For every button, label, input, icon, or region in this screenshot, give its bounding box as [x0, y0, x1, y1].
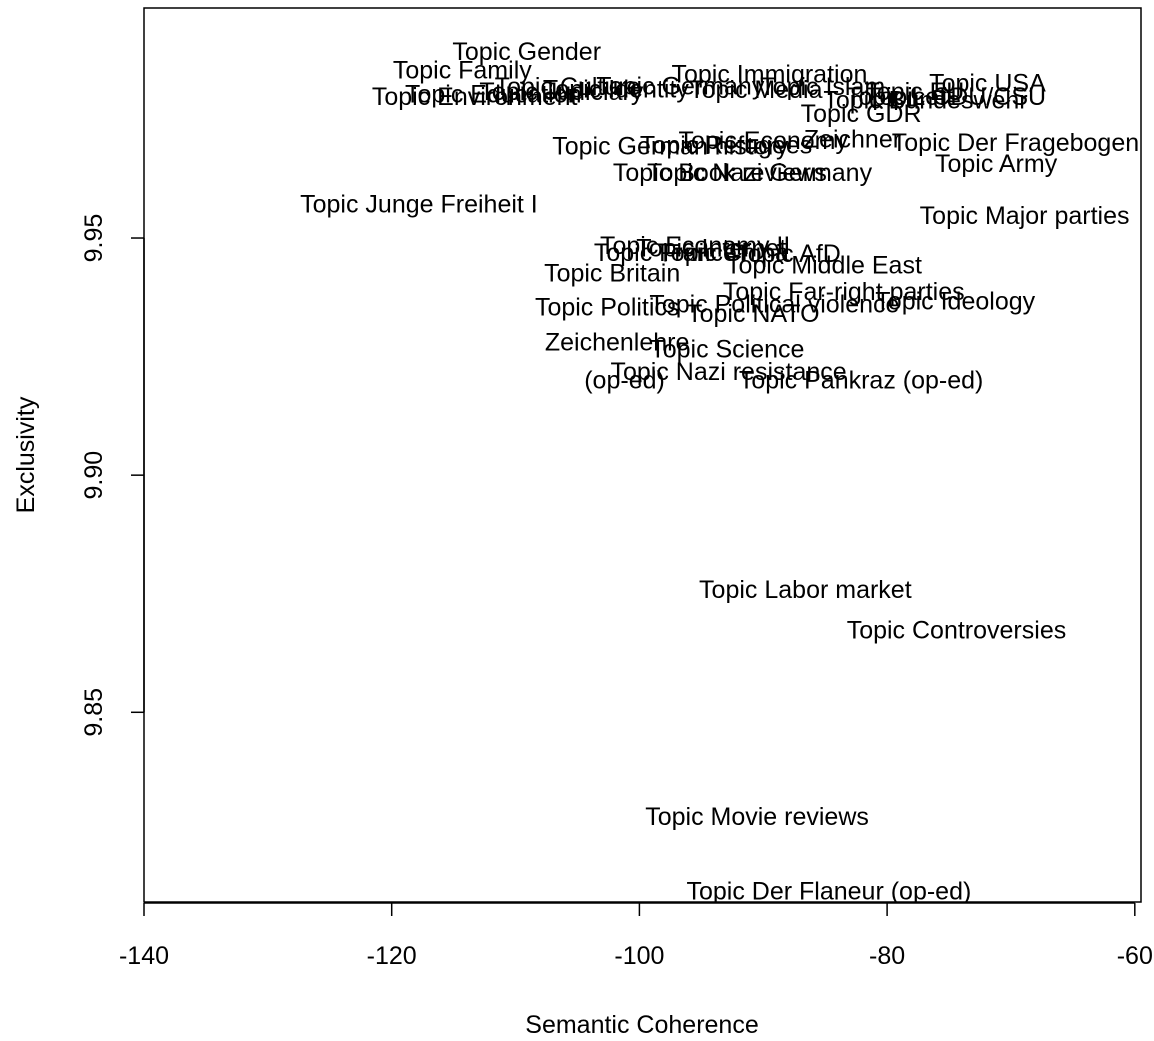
point-label: Topic Labor market	[699, 576, 912, 604]
point-label: Topic France	[594, 239, 737, 267]
point-label: Topic USA	[929, 69, 1046, 97]
point-label: Topic Der Fragebogen (interview)	[892, 129, 1154, 157]
x-axis-title: Semantic Coherence	[525, 1011, 758, 1039]
point-label: Topic Ethnic Exclaves	[0, 40, 139, 68]
point-label: (op-ed)	[584, 366, 665, 394]
point-label: Topic Identity	[543, 76, 689, 104]
x-tick-label: -120	[367, 942, 417, 970]
point-label: Topic Economy	[678, 127, 848, 155]
x-tick-label: -100	[614, 942, 664, 970]
point-label: Topic Education	[405, 80, 582, 108]
point-label: Topic Far-right parties	[723, 278, 965, 306]
point-label: Topic Controversies	[847, 617, 1067, 645]
point-label: Topic Junge Freiheit I	[300, 190, 538, 218]
point-label: Topic Science	[650, 335, 804, 363]
point-label: Topic Refugees	[640, 132, 812, 160]
point-label: Topic Islam	[760, 73, 885, 101]
point-label: Topic China	[658, 239, 789, 267]
point-label: Topic Economy II	[600, 232, 790, 260]
point-label: Topic CDU/CSU	[867, 83, 1046, 111]
point-label: Topic Politics	[535, 293, 680, 321]
point-label: Topic Germany	[596, 72, 765, 100]
point-label: Topic EU	[864, 78, 964, 106]
x-tick-label: -80	[869, 942, 905, 970]
point-label: Topic Movie reviews	[645, 803, 869, 831]
y-tick-label: 9.85	[80, 688, 108, 737]
point-label: Topic Left	[846, 83, 953, 111]
point-label: Topic Ideology	[875, 288, 1035, 316]
point-label: Topic Major parties	[920, 202, 1130, 230]
point-label: Topic Book reviews	[613, 159, 827, 187]
point-label: Topic Der Flaneur (op-ed)	[686, 878, 971, 906]
point-label: Topic GDR	[801, 100, 922, 128]
point-label: Topic Media	[689, 76, 822, 104]
point-label: Topic Middle East	[726, 252, 922, 280]
y-axis-title: Exclusivity	[12, 396, 40, 513]
point-label: Topic Pankraz (op-ed)	[739, 366, 984, 394]
point-label: Topic Political violence	[649, 290, 899, 318]
point-label: Topic Culture	[495, 73, 641, 101]
point-label: Zeichner	[804, 125, 901, 153]
x-axis: -140 -120 -100 -80 -60	[119, 902, 1153, 970]
point-label: Topic Army	[935, 150, 1058, 178]
point-label: Topic Gender	[452, 38, 601, 66]
point-label: Topic Family	[393, 57, 532, 85]
y-axis: 9.85 9.90 9.95	[80, 214, 145, 737]
point-label: Topic Immigration	[671, 60, 867, 88]
point-label: Topic Judiciary	[479, 78, 643, 106]
x-tick-label: -60	[1117, 942, 1153, 970]
point-label: Topic Bundeswehr	[823, 86, 1027, 114]
point-label: Topic Internet	[636, 234, 786, 262]
point-label: Topic AfD	[735, 240, 841, 268]
y-tick-label: 9.90	[80, 451, 108, 500]
point-label: Zeichenlehre	[545, 328, 690, 356]
point-label: Topic German history	[552, 132, 789, 160]
y-tick-label: 9.95	[80, 214, 108, 263]
point-label: Topic Nazi Germany	[647, 159, 873, 187]
point-label: Topic Nazi resistance	[610, 358, 846, 386]
point-label: Topic NATO	[687, 300, 819, 328]
x-tick-label: -140	[119, 942, 169, 970]
point-label: Topic Environment	[372, 83, 578, 111]
point-label: Topic Britain	[544, 260, 680, 288]
